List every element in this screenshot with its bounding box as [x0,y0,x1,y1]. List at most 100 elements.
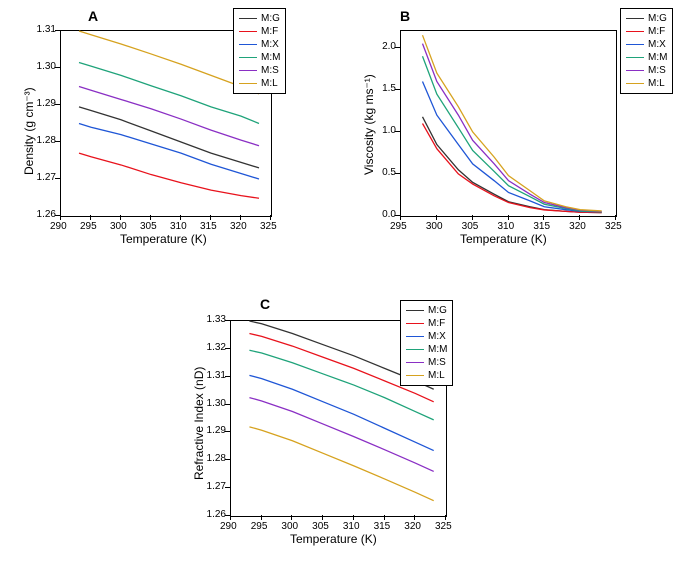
legend-swatch [406,310,424,311]
ytick-label: 1.29 [198,425,226,436]
legend-swatch [239,44,257,45]
legend-label: M:L [261,77,278,90]
panel-c-xlabel: Temperature (K) [290,532,377,546]
ytick-label: 0.5 [368,167,396,178]
xtick-label: 310 [170,221,187,232]
xtick [60,215,61,220]
legend-swatch [239,18,257,19]
legend-label: M:F [261,25,278,38]
legend-swatch [626,70,644,71]
legend-item: M:S [406,356,447,369]
xtick-label: 300 [426,221,443,232]
xtick [322,515,323,520]
ytick-label: 2.0 [368,41,396,52]
panel-b-plot [400,30,617,217]
ytick-label: 1.5 [368,83,396,94]
legend-item: M:F [626,25,667,38]
legend-item: M:S [239,64,280,77]
xtick-label: 305 [462,221,479,232]
ytick-label: 1.28 [28,135,56,146]
ytick-label: 0.0 [368,209,396,220]
ytick-label: 1.26 [198,509,226,520]
xtick [353,515,354,520]
legend-label: M:M [428,343,447,356]
legend-swatch [406,323,424,324]
series-line-m-m [423,56,602,212]
xtick [291,515,292,520]
xtick-label: 325 [260,221,277,232]
panel-a-title: A [88,8,98,24]
legend-item: M:L [406,369,447,382]
ytick-label: 1.30 [28,61,56,72]
panel-b-legend: M:GM:FM:XM:MM:SM:L [620,8,673,94]
legend-label: M:L [428,369,445,382]
xtick-label: 320 [230,221,247,232]
series-line-m-f [423,124,602,213]
xtick [508,215,509,220]
xtick [400,215,401,220]
legend-swatch [406,349,424,350]
ytick-label: 1.31 [28,24,56,35]
panel-a-legend: M:GM:FM:XM:MM:SM:L [233,8,286,94]
xtick-label: 295 [251,521,268,532]
legend-swatch [626,83,644,84]
xtick [270,215,271,220]
xtick [414,515,415,520]
legend-label: M:S [648,64,666,77]
ytick-label: 1.27 [198,481,226,492]
ytick-label: 1.27 [28,172,56,183]
legend-item: M:X [406,330,447,343]
legend-item: M:M [239,51,280,64]
legend-item: M:M [406,343,447,356]
xtick-label: 315 [533,221,550,232]
xtick [436,215,437,220]
ytick-label: 1.33 [198,314,226,325]
legend-label: M:F [428,317,445,330]
legend-label: M:S [428,356,446,369]
xtick-label: 310 [343,521,360,532]
legend-label: M:X [428,330,446,343]
xtick-label: 320 [404,521,421,532]
legend-label: M:G [428,304,447,317]
legend-swatch [239,70,257,71]
ytick-label: 1.31 [198,370,226,381]
legend-label: M:G [261,12,280,25]
legend-swatch [406,362,424,363]
xtick [180,215,181,220]
legend-label: M:X [261,38,279,51]
legend-item: M:L [626,77,667,90]
legend-swatch [239,83,257,84]
xtick-label: 310 [498,221,515,232]
xtick-label: 295 [390,221,407,232]
panel-b-title: B [400,8,410,24]
panel-b-xlabel: Temperature (K) [460,232,547,246]
legend-swatch [406,336,424,337]
legend-label: M:X [648,38,666,51]
xtick-label: 325 [435,521,452,532]
legend-label: M:F [648,25,665,38]
series-line-m-s [79,87,259,146]
xtick [90,215,91,220]
series-line-m-s [423,44,602,212]
series-line-m-g [423,117,602,213]
legend-label: M:M [648,51,667,64]
legend-swatch [239,57,257,58]
legend-swatch [239,31,257,32]
xtick [384,515,385,520]
legend-swatch [626,31,644,32]
legend-item: M:L [239,77,280,90]
xtick-label: 290 [50,221,67,232]
panel-c-legend: M:GM:FM:XM:MM:SM:L [400,300,453,386]
xtick [210,215,211,220]
legend-item: M:S [626,64,667,77]
legend-item: M:F [406,317,447,330]
ytick-label: 1.30 [198,398,226,409]
series-line-m-x [79,124,259,180]
xtick-label: 305 [312,521,329,532]
legend-label: M:G [648,12,667,25]
xtick [472,215,473,220]
legend-label: M:S [261,64,279,77]
ytick-label: 1.32 [198,342,226,353]
xtick [120,215,121,220]
ytick-label: 1.29 [28,98,56,109]
